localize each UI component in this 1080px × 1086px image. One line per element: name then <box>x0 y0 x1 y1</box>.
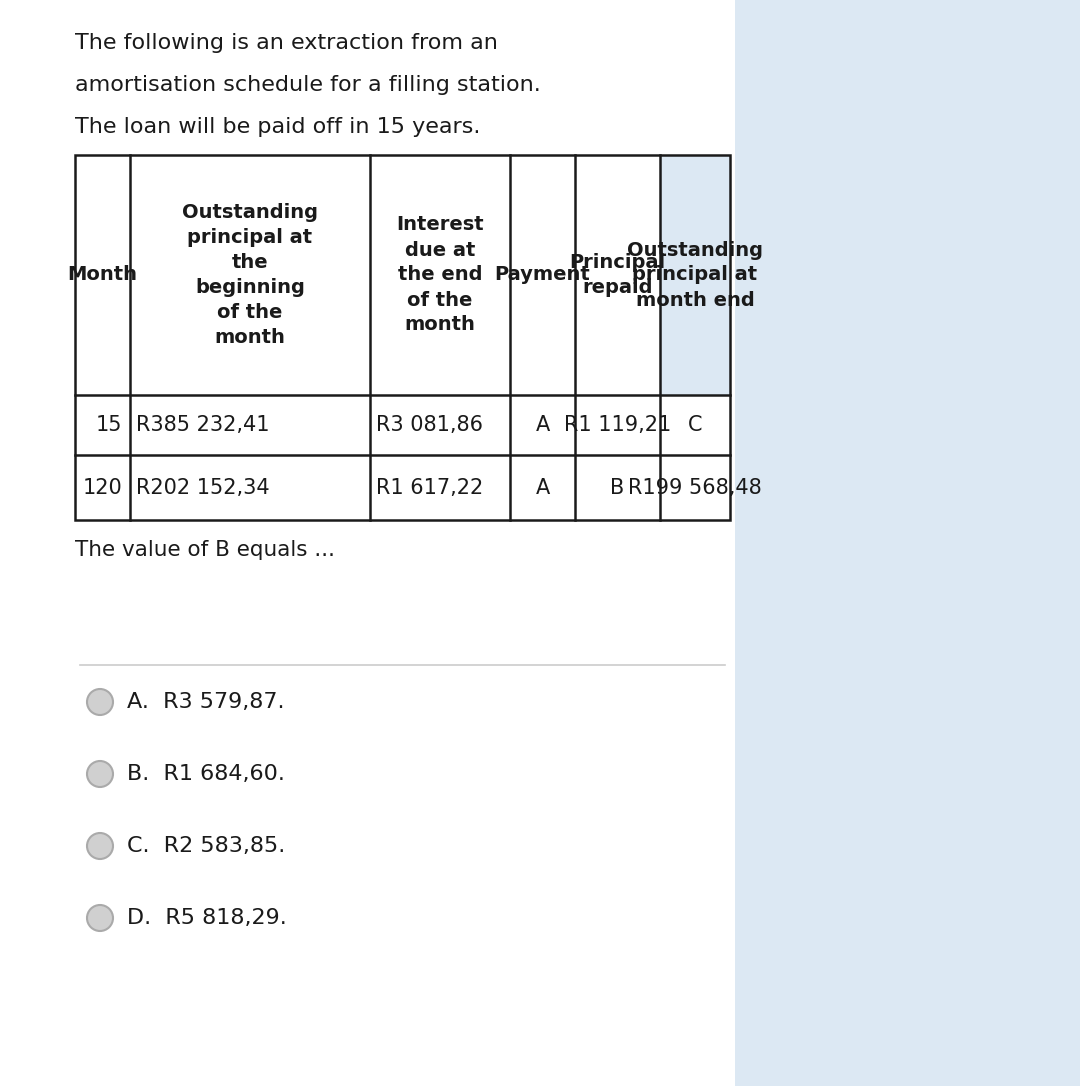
Text: Outstanding
principal at
the
beginning
of the
month: Outstanding principal at the beginning o… <box>183 203 318 348</box>
Bar <box>735 0 1080 1086</box>
Text: 15: 15 <box>95 415 122 435</box>
Text: R1 617,22: R1 617,22 <box>376 478 483 497</box>
Text: A.  R3 579,87.: A. R3 579,87. <box>127 692 284 712</box>
Circle shape <box>87 905 113 931</box>
Text: B.  R1 684,60.: B. R1 684,60. <box>127 763 285 784</box>
Text: Month: Month <box>67 265 137 285</box>
Text: 120: 120 <box>82 478 122 497</box>
Text: C: C <box>688 415 702 435</box>
Circle shape <box>87 761 113 787</box>
Text: The following is an extraction from an: The following is an extraction from an <box>75 33 498 53</box>
Text: D.  R5 818,29.: D. R5 818,29. <box>127 908 287 929</box>
Text: The loan will be paid off in 15 years.: The loan will be paid off in 15 years. <box>75 117 481 137</box>
Text: R199 568,48: R199 568,48 <box>629 478 761 497</box>
Text: Principal
repaid: Principal repaid <box>569 253 665 296</box>
Text: Interest
due at
the end
of the
month: Interest due at the end of the month <box>396 215 484 334</box>
Circle shape <box>87 833 113 859</box>
Text: B: B <box>610 478 624 497</box>
Text: Payment: Payment <box>495 265 591 285</box>
Text: C.  R2 583,85.: C. R2 583,85. <box>127 836 285 856</box>
Bar <box>55 10 725 1076</box>
Bar <box>660 155 730 395</box>
Text: R3 081,86: R3 081,86 <box>376 415 483 435</box>
Text: Outstanding
principal at
month end: Outstanding principal at month end <box>627 240 762 310</box>
Text: R1 119,21: R1 119,21 <box>564 415 671 435</box>
Text: R385 232,41: R385 232,41 <box>136 415 270 435</box>
Bar <box>75 155 730 520</box>
Bar <box>75 155 730 520</box>
Text: The value of B equals ...: The value of B equals ... <box>75 540 335 560</box>
Text: R202 152,34: R202 152,34 <box>136 478 270 497</box>
Text: A: A <box>536 415 550 435</box>
Text: A: A <box>536 478 550 497</box>
Text: amortisation schedule for a filling station.: amortisation schedule for a filling stat… <box>75 75 541 94</box>
Circle shape <box>87 689 113 715</box>
